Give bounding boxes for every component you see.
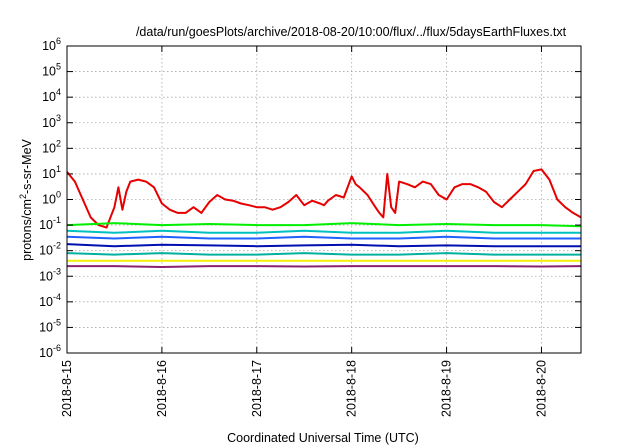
y-tick-label-exponent: -3 [53, 266, 61, 276]
y-tick-label-exponent: 3 [56, 113, 61, 123]
y-tick-label: 103 [42, 113, 61, 130]
y-tick-label: 104 [42, 87, 61, 104]
y-tick-label-base: 10 [39, 269, 53, 283]
y-tick-label: 10-2 [39, 241, 61, 258]
x-tick-label: 2018-8-17 [250, 360, 264, 417]
series-line-8 [67, 265, 582, 268]
y-tick-label-base: 10 [39, 244, 53, 258]
y-tick-label-base: 10 [42, 116, 56, 130]
y-tick-label-exponent: 1 [56, 164, 61, 174]
y-tick-label-exponent: -5 [53, 317, 61, 327]
y-axis-label: protons/cm2-s-sr-MeV [18, 138, 34, 260]
y-tick-label-base: 10 [42, 193, 56, 207]
series-line-2 [66, 222, 582, 228]
y-tick-label-exponent: 4 [56, 87, 61, 97]
y-tick-label: 10-5 [39, 317, 61, 334]
x-tick-label: 2018-8-16 [155, 360, 169, 417]
y-axis-label-sup: 2 [18, 194, 28, 199]
y-tick-label-exponent: 5 [56, 62, 61, 72]
y-axis-label-rest: -s-sr-MeV [20, 138, 34, 194]
series-line-4 [66, 235, 581, 240]
y-tick-label-base: 10 [39, 295, 53, 309]
grid [67, 46, 581, 353]
x-tick-label: 2018-8-18 [345, 360, 359, 417]
y-axis-label-base: protons/cm [20, 199, 34, 261]
y-tick-label: 10-4 [39, 292, 61, 309]
series-line-1 [66, 168, 582, 229]
y-tick-label-exponent: -6 [53, 343, 61, 353]
y-tick-label-base: 10 [42, 65, 56, 79]
y-tick-label: 100 [42, 190, 61, 207]
x-tick-label: 2018-8-19 [440, 360, 454, 417]
y-tick-label-base: 10 [42, 167, 56, 181]
y-tick-label: 106 [42, 36, 61, 53]
y-tick-label: 102 [42, 138, 61, 155]
y-tick-label-exponent: -1 [53, 215, 61, 225]
y-tick-label-exponent: 6 [56, 36, 61, 46]
x-axis-label: Coordinated Universal Time (UTC) [227, 431, 419, 445]
y-tick-label-exponent: -2 [53, 241, 61, 251]
y-tick-label: 10-3 [39, 266, 61, 283]
series-layer [66, 168, 582, 268]
y-tick-label: 101 [42, 164, 61, 181]
y-tick-label-base: 10 [39, 346, 53, 360]
x-tick-label: 2018-8-15 [60, 360, 74, 417]
y-tick-label-base: 10 [42, 141, 56, 155]
y-tick-label: 105 [42, 62, 61, 79]
y-tick-label-base: 10 [39, 218, 53, 232]
y-tick-label: 10-6 [39, 343, 61, 360]
y-tick-label-base: 10 [42, 90, 56, 104]
y-tick-label-base: 10 [42, 39, 56, 53]
y-tick-label-exponent: 2 [56, 138, 61, 148]
y-tick-label-exponent: 0 [56, 190, 61, 200]
y-tick-label-exponent: -4 [53, 292, 61, 302]
ticks: 10-610-510-410-310-210-11001011021031041… [39, 36, 581, 417]
y-tick-label: 10-1 [39, 215, 61, 232]
y-tick-label-base: 10 [39, 320, 53, 334]
chart-title: /data/run/goesPlots/archive/2018-08-20/1… [136, 25, 567, 39]
series-line-5 [66, 243, 581, 248]
x-tick-label: 2018-8-20 [534, 360, 548, 417]
series-line-6 [66, 252, 581, 256]
series-line-3 [66, 229, 581, 234]
